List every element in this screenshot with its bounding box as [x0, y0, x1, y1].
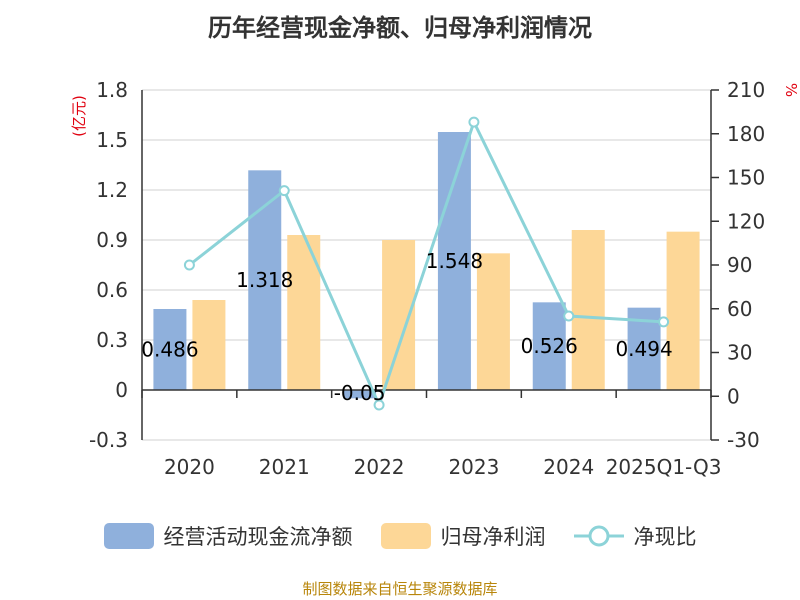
legend-item-ratio[interactable]: 净现比 — [573, 521, 697, 551]
ratio-polyline — [188, 118, 664, 410]
right-tick-label: -30 — [727, 428, 760, 452]
cashflow-bar — [343, 390, 377, 399]
legend-label-ratio: 净现比 — [633, 525, 697, 549]
legend-label-profit: 归母净利润 — [440, 525, 546, 549]
right-tick-label: 30 — [727, 341, 752, 365]
right-tick-label: 90 — [727, 253, 752, 277]
bar-series — [153, 132, 700, 399]
profit-bar — [192, 300, 226, 390]
legend-swatch-cashflow — [103, 523, 154, 549]
legend-label-cashflow: 经营活动现金流净额 — [163, 525, 353, 549]
left-tick-label: 1.8 — [96, 78, 128, 102]
left-axis-unit: (亿元) — [70, 95, 88, 137]
left-tick-label: 0 — [115, 378, 128, 402]
cashflow-data-label: 1.318 — [236, 268, 293, 292]
profit-bar — [571, 230, 605, 390]
right-tick-label: 150 — [727, 166, 765, 190]
category-label: 2023 — [448, 455, 499, 479]
legend-swatch-ratio — [573, 525, 624, 547]
data-source-note: 制图数据来自恒生聚源数据库 — [302, 580, 498, 598]
right-tick-label: 120 — [727, 209, 765, 233]
ratio-point — [278, 185, 290, 197]
left-tick-label: 1.2 — [96, 178, 128, 202]
ratio-point — [183, 259, 195, 271]
cashflow-data-label: -0.05 — [334, 381, 386, 405]
legend-item-profit[interactable]: 归母净利润 — [380, 521, 546, 551]
right-tick-label: 180 — [727, 122, 765, 146]
ratio-point — [563, 310, 575, 322]
cashflow-bar — [153, 309, 187, 390]
legend: 经营活动现金流净额 归母净利润 净现比 — [0, 518, 800, 554]
profit-bar — [476, 253, 510, 390]
category-label: 2021 — [259, 455, 310, 479]
axes: 1.8 1.5 1.2 0.9 0.6 0.3 0 -0.3 210 180 150 120 90 60 3… — [89, 78, 765, 479]
ratio-point — [373, 399, 385, 411]
left-tick-label: 0.6 — [96, 278, 128, 302]
right-tick-label: 0 — [727, 384, 740, 408]
cashflow-data-label: 1.548 — [426, 249, 483, 273]
left-tick-label: 0.3 — [96, 328, 128, 352]
category-label: 2024 — [543, 455, 594, 479]
data-labels: 0.486 1.318 -0.05 1.548 0.526 0.494 — [141, 249, 672, 405]
left-tick-label: 0.9 — [96, 228, 128, 252]
ratio-point — [468, 116, 480, 128]
cashflow-bar — [532, 302, 566, 390]
right-axis-unit: % — [782, 83, 800, 97]
ratio-line — [183, 116, 670, 411]
cashflow-bar — [437, 132, 471, 390]
ratio-point — [658, 316, 670, 328]
chart-title: 历年经营现金净额、归母净利润情况 — [208, 14, 592, 42]
category-label: 2022 — [354, 455, 405, 479]
left-tick-label: 1.5 — [96, 128, 128, 152]
category-label: 2025Q1-Q3 — [606, 455, 722, 479]
legend-swatch-profit — [380, 523, 431, 549]
right-tick-label: 210 — [727, 78, 765, 102]
left-tick-label: -0.3 — [89, 428, 128, 452]
profit-bar — [666, 231, 700, 390]
cashflow-data-label: 0.486 — [141, 338, 198, 362]
legend-item-cashflow[interactable]: 经营活动现金流净额 — [103, 521, 353, 551]
cashflow-data-label: 0.526 — [521, 334, 578, 358]
cashflow-data-label: 0.494 — [615, 337, 672, 361]
right-tick-label: 60 — [727, 297, 752, 321]
category-label: 2020 — [164, 455, 215, 479]
